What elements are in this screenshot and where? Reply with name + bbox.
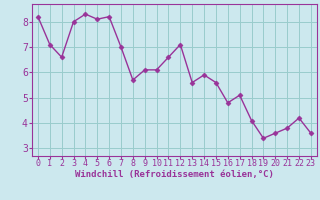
X-axis label: Windchill (Refroidissement éolien,°C): Windchill (Refroidissement éolien,°C) — [75, 170, 274, 179]
